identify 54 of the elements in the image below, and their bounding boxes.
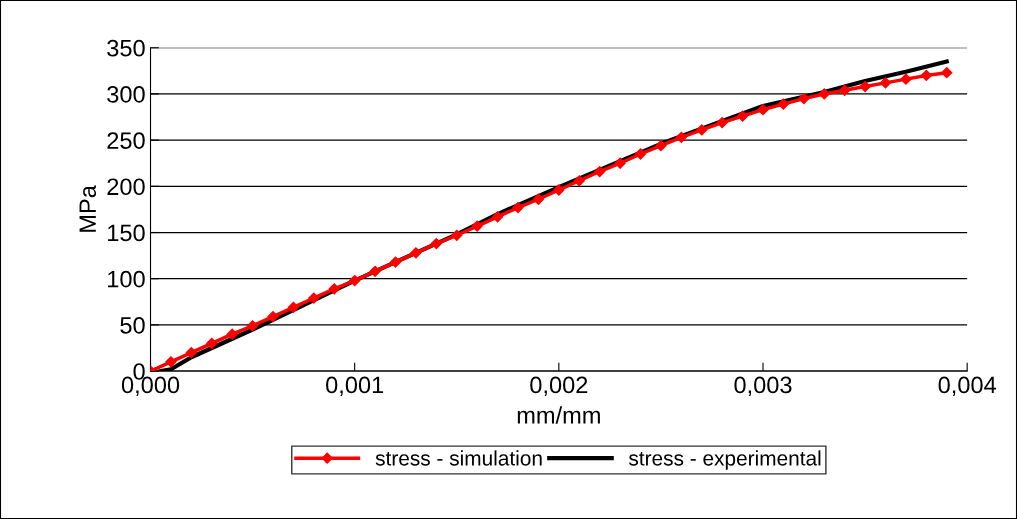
point <box>900 73 912 85</box>
y-tick-label: 300 <box>107 86 145 103</box>
point <box>491 211 504 223</box>
point <box>553 184 565 196</box>
legend-label: stress - simulation <box>375 450 542 466</box>
x-axis-title: mm/mm <box>517 406 600 424</box>
point <box>349 274 361 287</box>
point <box>451 229 463 241</box>
point <box>859 80 871 93</box>
point <box>716 116 728 129</box>
point <box>512 201 524 214</box>
point <box>308 292 320 304</box>
point <box>328 283 340 295</box>
point <box>675 131 687 143</box>
y-tick-label: 200 <box>107 178 145 196</box>
point <box>430 237 442 250</box>
point <box>594 165 606 178</box>
point <box>206 337 218 349</box>
point <box>839 84 851 96</box>
point <box>798 92 810 105</box>
point <box>246 320 259 332</box>
point <box>267 310 279 323</box>
point <box>818 88 830 100</box>
y-axis-title: MPa <box>79 185 97 232</box>
point <box>736 110 749 122</box>
y-tick-label: 50 <box>120 316 145 334</box>
x-tick-label: 0,001 <box>326 376 384 397</box>
point <box>573 175 585 187</box>
point <box>777 98 790 110</box>
x-tick-label: 0,004 <box>938 376 997 397</box>
legend-label: stress - experimental <box>628 450 821 470</box>
y-tick-label: 250 <box>107 132 145 149</box>
x-tick-label: 0,002 <box>530 376 588 397</box>
point <box>185 347 197 359</box>
point <box>757 104 769 116</box>
point <box>471 220 483 232</box>
point <box>879 77 892 89</box>
point <box>920 69 932 82</box>
point <box>696 124 708 136</box>
point <box>410 247 422 259</box>
y-tick-label: 150 <box>108 224 145 242</box>
point <box>941 67 953 79</box>
point <box>226 328 238 340</box>
point <box>287 301 300 313</box>
point <box>614 157 626 169</box>
y-tick-label: 350 <box>107 39 145 57</box>
y-tick-label: 100 <box>108 270 145 288</box>
point <box>655 140 667 152</box>
point <box>389 256 402 268</box>
point <box>165 356 177 368</box>
point <box>532 193 545 205</box>
point <box>634 148 647 160</box>
x-tick-label: 0,003 <box>734 376 792 397</box>
point <box>369 265 381 277</box>
